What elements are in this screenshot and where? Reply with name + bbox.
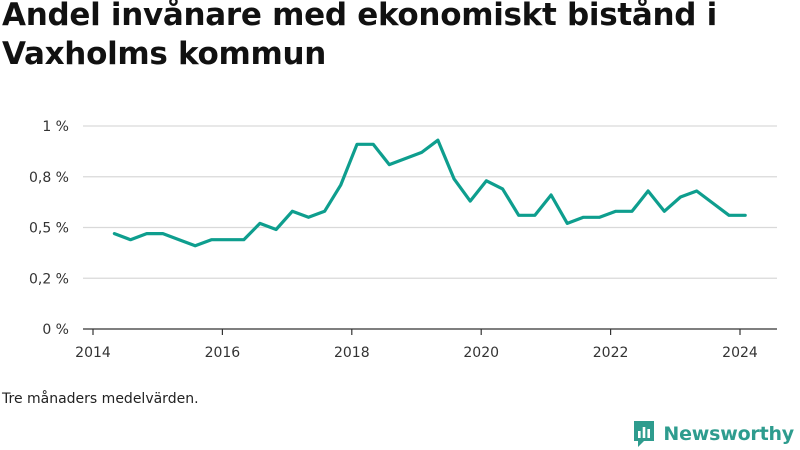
x-tick-label: 2022 <box>593 345 629 361</box>
x-axis: 2014 2016 2018 2020 2022 2024 <box>75 328 777 361</box>
y-tick-label: 0,8 % <box>29 170 69 186</box>
footnote: Tre månaders medelvärden. <box>2 391 199 407</box>
x-tick-label: 2014 <box>75 345 111 361</box>
chart-title: Andel invånare med ekonomiskt bistånd i … <box>2 0 717 72</box>
y-tick-label: 0,2 % <box>29 271 69 287</box>
series-line <box>112 138 747 248</box>
x-tick-label: 2016 <box>205 345 241 361</box>
gridlines <box>83 125 777 279</box>
y-tick-label: 1 % <box>42 119 69 135</box>
brand-name: Newsworthy <box>663 423 794 445</box>
x-tick-label: 2024 <box>722 345 758 361</box>
y-tick-label: 0 % <box>42 322 69 338</box>
x-tick-label: 2020 <box>463 345 499 361</box>
series-layer <box>112 138 747 248</box>
y-tick-label: 0,5 % <box>29 221 69 237</box>
y-axis-labels: 0 % 0,2 % 0,5 % 0,8 % 1 % <box>29 119 69 338</box>
brand-logo[interactable]: Newsworthy <box>632 419 794 449</box>
x-tick-label: 2018 <box>334 345 370 361</box>
newsworthy-logo-icon <box>634 421 655 447</box>
